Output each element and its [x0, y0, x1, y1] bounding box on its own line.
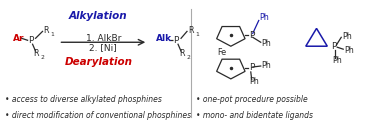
Text: • one-pot procedure possible: • one-pot procedure possible — [196, 95, 308, 104]
Text: • mono- and bidentate ligands: • mono- and bidentate ligands — [196, 111, 313, 120]
Text: Ph: Ph — [344, 46, 354, 55]
Text: Ph: Ph — [342, 32, 352, 41]
Text: R: R — [188, 26, 194, 35]
Text: P: P — [249, 31, 254, 40]
Text: Ar: Ar — [12, 34, 24, 43]
Text: 1: 1 — [195, 32, 199, 37]
Text: • access to diverse alkylated phosphines: • access to diverse alkylated phosphines — [5, 95, 161, 104]
Text: R: R — [43, 26, 49, 35]
Text: R: R — [179, 49, 184, 58]
Text: P: P — [249, 63, 254, 72]
Text: 2: 2 — [186, 55, 190, 60]
Text: 2: 2 — [40, 55, 45, 60]
Text: Ph: Ph — [260, 13, 270, 22]
Text: P: P — [331, 42, 337, 51]
Text: 2. [Ni]: 2. [Ni] — [90, 43, 117, 52]
Text: Ph: Ph — [262, 60, 271, 70]
Text: P: P — [174, 36, 179, 45]
Text: Alk: Alk — [156, 34, 172, 43]
Text: Fe: Fe — [217, 48, 226, 57]
Text: Ph: Ph — [262, 39, 271, 48]
Text: P: P — [28, 36, 33, 45]
Text: 1: 1 — [51, 32, 54, 37]
Text: Dearylation: Dearylation — [64, 57, 132, 67]
Text: Alkylation: Alkylation — [69, 11, 128, 21]
Text: • direct modification of conventional phosphines: • direct modification of conventional ph… — [5, 111, 191, 120]
Text: R: R — [34, 49, 39, 58]
Text: Ph: Ph — [249, 77, 259, 86]
Text: 1. AlkBr: 1. AlkBr — [86, 34, 121, 43]
Text: Ph: Ph — [332, 56, 342, 65]
